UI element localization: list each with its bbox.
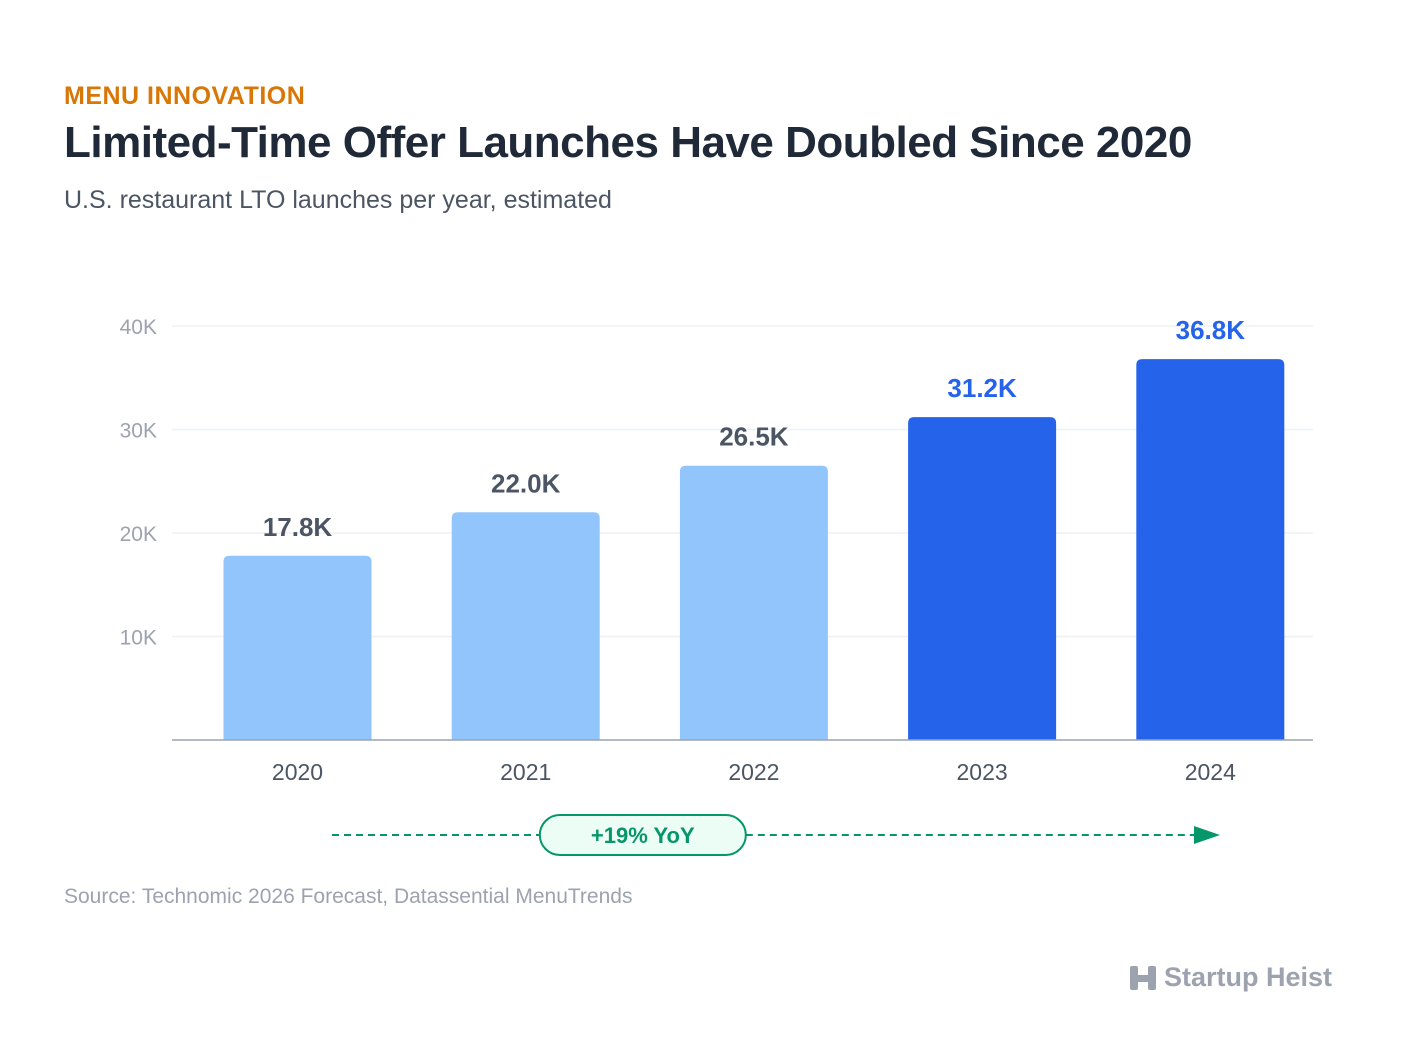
bar-2024 bbox=[1136, 359, 1285, 740]
chart-subtitle: U.S. restaurant LTO launches per year, e… bbox=[64, 186, 612, 214]
data-labels: 17.8K 22.0K 26.5K 31.2K 36.8K bbox=[263, 315, 1245, 542]
bar-2022 bbox=[679, 465, 828, 740]
x-tick-label-2024: 2024 bbox=[1185, 759, 1236, 785]
y-axis-labels: 10K 20K 30K 40K bbox=[120, 316, 157, 650]
trend-badge-label: +19% YoY bbox=[591, 823, 695, 848]
chart-kicker: MENU INNOVATION bbox=[64, 82, 306, 110]
trend-annotation: +19% YoY bbox=[332, 814, 1220, 856]
x-axis-labels: 2020 2021 2022 2023 2024 bbox=[272, 759, 1236, 785]
x-tick-label-2022: 2022 bbox=[728, 759, 779, 785]
data-label-2020: 17.8K bbox=[263, 512, 333, 542]
y-tick-label: 40K bbox=[120, 316, 157, 339]
building-icon bbox=[1130, 965, 1156, 990]
data-label-2024: 36.8K bbox=[1176, 315, 1246, 345]
data-label-2022: 26.5K bbox=[719, 422, 789, 452]
y-tick-label: 30K bbox=[120, 420, 157, 443]
y-tick-label: 20K bbox=[120, 523, 157, 546]
bar-2021 bbox=[451, 512, 600, 740]
data-label-2021: 22.0K bbox=[491, 468, 561, 498]
bar-2023 bbox=[908, 417, 1057, 740]
trend-badge bbox=[538, 814, 747, 856]
x-tick-label-2020: 2020 bbox=[272, 759, 323, 785]
trend-arrowhead bbox=[1194, 826, 1220, 844]
x-tick-label-2023: 2023 bbox=[957, 759, 1008, 785]
brand-logo: Startup Heist bbox=[1130, 962, 1332, 993]
brand-name: Startup Heist bbox=[1164, 962, 1333, 992]
x-tick-label-2021: 2021 bbox=[500, 759, 551, 785]
bar-2020 bbox=[223, 555, 372, 740]
data-label-2023: 31.2K bbox=[947, 373, 1017, 403]
bars bbox=[223, 359, 1285, 740]
chart-title: Limited-Time Offer Launches Have Doubled… bbox=[64, 118, 1192, 167]
y-tick-label: 10K bbox=[120, 627, 157, 650]
source-note: Source: Technomic 2026 Forecast, Datasse… bbox=[64, 885, 633, 908]
